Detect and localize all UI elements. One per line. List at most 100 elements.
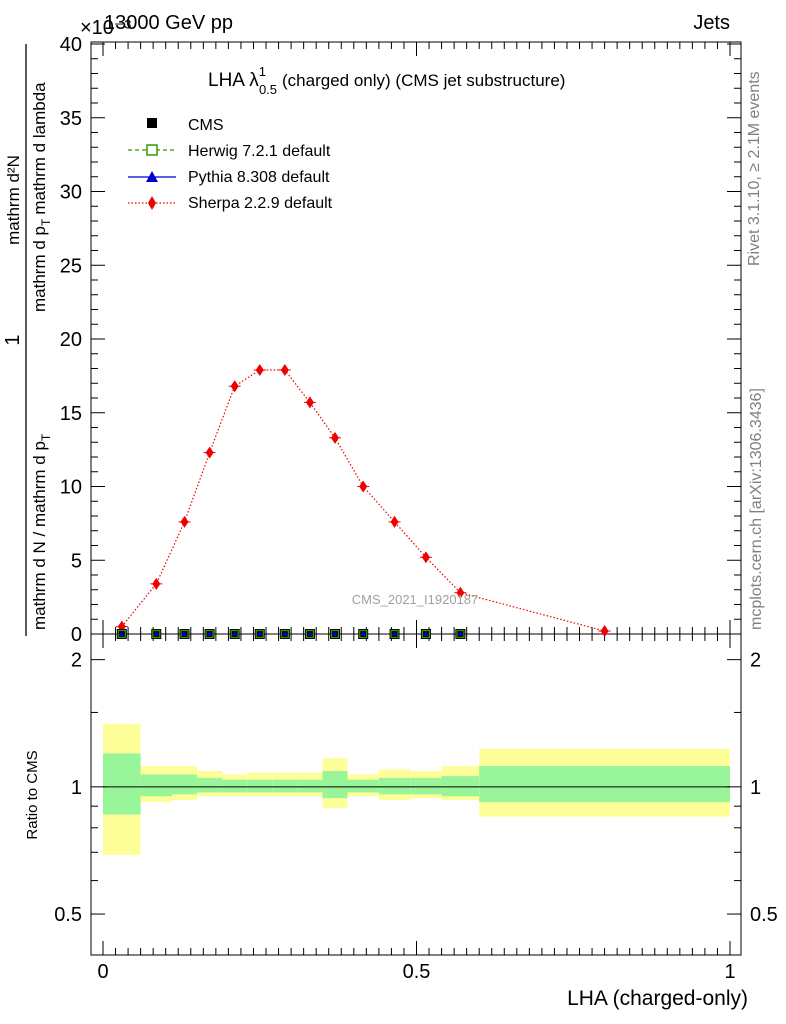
mcplots-credit-label: mcplots.cern.ch [arXiv:1306.3436] [748,388,765,630]
sherpa-point-13 [600,625,609,638]
energy-label: 13000 GeV pp [104,12,233,34]
analysis-watermark: CMS_2021_I1920187 [352,592,479,607]
ratio-inner-band-9 [347,779,379,793]
legend-label-pythia: Pythia 8.308 default [188,169,330,186]
ratio-xtick-label-0: 0 [97,961,108,983]
main-ytick-label-25: 25 [60,255,82,277]
legend-item-herwig: Herwig 7.2.1 default [128,143,331,160]
ratio-y-axis-label: Ratio to CMS [24,750,41,839]
main-ytick-label-0: 0 [71,624,82,646]
sherpa-point-3 [205,446,214,459]
herwig-point-11 [421,629,431,639]
legend-item-cms: CMS [147,117,224,134]
ratio-ytick-label-left-2: 2 [71,650,82,672]
herwig-point-1 [152,629,161,639]
ratio-inner-band-3 [197,777,223,793]
main-ytick-label-5: 5 [71,550,82,572]
legend-label-herwig: Herwig 7.2.1 default [188,143,331,160]
sherpa-point-6 [280,363,289,376]
pythia-point-12 [457,631,464,636]
herwig-point-9 [359,629,368,639]
sherpa-point-2 [180,515,189,528]
herwig-point-2 [180,629,189,639]
ylabel-inner-fraction: mathrm d²N mathrm d pTmathrm d lambda [4,44,53,320]
pythia-point-9 [360,631,367,636]
ratio-y-ticks: 0.5 0.5 1 1 2 2 [54,650,778,926]
ylabel-numerator: 1 [2,334,24,345]
ratio-inner-band-4 [222,779,248,793]
sherpa-point-4 [230,380,239,393]
pythia-point-8 [331,631,338,636]
pythia-point-10 [391,631,398,636]
legend: CMS Herwig 7.2.1 default Pythia 8.308 de… [128,117,333,212]
ratio-ytick-label-right-1: 1 [750,777,761,799]
ratio-inner-band-12 [441,776,480,797]
ratio-inner-band-6 [272,779,298,793]
legend-label-sherpa: Sherpa 2.2.9 default [188,195,333,212]
herwig-point-12 [456,629,465,639]
sherpa-point-5 [255,363,264,376]
legend-marker-triangle [146,171,158,182]
ratio-inner-band-10 [378,777,411,795]
sherpa-point-8 [330,431,339,444]
pythia-point-1 [153,631,160,636]
ratio-ytick-label-left-1: 1 [71,777,82,799]
title-rest: (charged only) (CMS jet substructure) [282,71,565,90]
legend-item-pythia: Pythia 8.308 default [128,169,330,186]
rivet-version-label: Rivet 3.1.10, ≥ 2.1M events [746,71,763,266]
legend-item-sherpa: Sherpa 2.2.9 default [128,195,333,212]
sherpa-point-12 [456,586,465,599]
category-label: Jets [693,12,730,34]
ratio-ytick-label-left-0.5: 0.5 [54,904,82,926]
ylabel-denominator: mathrm d N / mathrm d pT [30,433,53,630]
ratio-xtick-label-0.5: 0.5 [403,961,431,983]
herwig-point-5 [255,629,264,639]
main-ytick-label-10: 10 [60,477,82,499]
title-main: LHA λ [208,70,259,91]
herwig-point-0 [117,629,126,639]
ratio-xtick-label-1: 1 [724,961,735,983]
pythia-point-11 [422,631,429,636]
herwig-point-7 [305,629,315,639]
ratio-inner-band-0 [103,753,141,815]
plot-title: LHA λ1 0.5 (charged only) (CMS jet substru… [208,64,565,97]
main-ytick-label-35: 35 [60,108,82,130]
pythia-point-6 [281,631,288,636]
ratio-inner-band-13 [479,766,730,803]
ratio-uncertainty-bands [103,723,730,855]
legend-label-cms: CMS [188,117,224,134]
pythia-point-3 [206,631,213,636]
ratio-inner-band-8 [322,771,348,799]
legend-marker-square [147,118,157,128]
sherpa-point-11 [421,551,430,564]
legend-marker-open-square [146,144,158,156]
main-y-axis-label: 1 mathrm d N / mathrm d pT mathrm d²N ma… [2,44,53,636]
ratio-inner-band-2 [171,774,198,795]
legend-marker-diamond [148,196,156,210]
pythia-point-2 [181,631,188,636]
herwig-point-8 [330,629,340,639]
herwig-point-4 [230,629,239,639]
pythia-point-7 [306,631,313,636]
ratio-ytick-label-right-2: 2 [750,650,761,672]
sherpa-point-1 [152,577,161,590]
main-x-ticks [102,42,731,634]
ratio-inner-band-5 [247,779,273,793]
herwig-point-10 [390,629,399,639]
main-ytick-label-30: 30 [60,182,82,204]
sherpa-point-10 [390,515,399,528]
main-ytick-label-20: 20 [60,329,82,351]
title-superscript: 1 [259,64,266,79]
cms-herwig-pythia-series [116,629,466,639]
herwig-point-3 [205,629,214,639]
sherpa-series [115,363,611,638]
ylabel-frac2-denominator: mathrm d pTmathrm d lambda [30,82,53,312]
sherpa-point-9 [359,480,368,493]
y-scale-exponent: ×10⁻³ [80,17,131,39]
pythia-point-0 [118,631,125,636]
pythia-point-4 [231,631,238,636]
main-ytick-label-40: 40 [60,34,82,56]
x-axis-label: LHA (charged-only) [567,987,748,1010]
sherpa-point-7 [305,396,314,409]
